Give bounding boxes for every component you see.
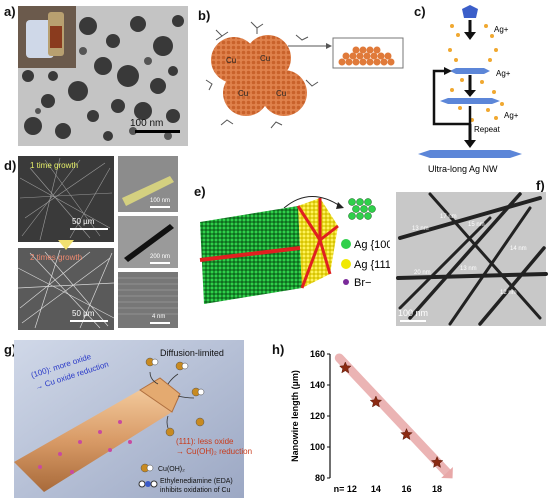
scale-left-top: 50 µm — [72, 217, 95, 226]
data-point-1 — [369, 395, 383, 408]
panel-b: b) — [196, 0, 411, 148]
legend-ag100: Ag {100} — [354, 239, 390, 251]
diameter-3: 15 nm — [468, 222, 485, 228]
legend-ag111: Ag {111} — [354, 259, 390, 271]
diameter-5: 20 nm — [414, 270, 431, 276]
ion-label-3: Ag+ — [504, 111, 519, 120]
diameter-4: 14 nm — [510, 246, 527, 252]
data-point-2 — [400, 427, 413, 441]
panel-g: g) — [0, 332, 270, 503]
scale-bar-label-a: 100 nm — [130, 118, 164, 129]
growth-scheme: Ag+ Ag+ Ag+ Repeat Ultra-long Ag NW — [418, 5, 522, 174]
sem-images: 1 time growth 2 times growth 50 µm 50 µm… — [17, 156, 178, 330]
scale-right-bottom: 4 nm — [152, 314, 165, 320]
cu-particles-diagram: Cu Cu Cu Cu — [205, 21, 404, 129]
panel-c: c) Ag+ Ag+ Ag+ Repeat Ultra-long Ag NW — [412, 0, 550, 178]
panel-e-label: e) — [194, 184, 206, 199]
panel-h: h) 80 100 120 140 160 Nanowire length (µm) n= … — [270, 332, 550, 503]
legend-eda-1: Ethylenediamine (EDA) — [160, 478, 233, 485]
y-tick-label-3: 140 — [310, 380, 325, 390]
legend-br: Br− — [354, 277, 371, 289]
panel-c-label: c) — [414, 4, 426, 19]
x-tick-label-3: 18 — [432, 484, 442, 494]
second-growth-label: 2 times growth — [30, 253, 82, 262]
y-tick-label-2: 120 — [310, 411, 325, 421]
legend-cuoh2: Cu(OH)₂ — [158, 466, 185, 473]
first-growth-label: 1 time growth — [30, 161, 78, 170]
panel-d-label: d) — [4, 158, 17, 173]
face111-text-1: (111): less oxide — [176, 437, 234, 446]
panel-a: a) 100 nm — [0, 0, 190, 148]
y-axis-label: Nanowire length (µm) — [290, 370, 300, 462]
repeat-label: Repeat — [474, 125, 501, 134]
particle-label-cu-4: Cu — [276, 89, 286, 98]
particle-label-cu-2: Cu — [260, 54, 270, 63]
particle-label-cu-3: Cu — [238, 89, 248, 98]
pentagonal-nanowire-model: Ag {100} Ag {111} Br− — [199, 196, 390, 304]
nanowire-length-chart: 80 100 120 140 160 Nanowire length (µm) n= 12 1… — [290, 349, 453, 494]
panel-a-label: a) — [4, 4, 16, 19]
diameter-7: 12 nm — [500, 290, 517, 296]
x-tick-label-0: n= 12 — [334, 484, 357, 494]
diameter-2: 17 nm — [440, 214, 457, 220]
nanoparticle-micrograph — [18, 6, 188, 146]
scale-left-bottom: 50 µm — [72, 309, 95, 318]
particle-label-cu-1: Cu — [226, 56, 236, 65]
scale-right-mid: 200 nm — [150, 254, 170, 260]
result-label: Ultra-long Ag NW — [428, 164, 498, 174]
data-point-0 — [338, 361, 352, 374]
panel-f-label: f) — [536, 178, 545, 193]
scale-bar-label-f: 100 nm — [398, 308, 428, 318]
diameter-6: 13 nm — [460, 266, 477, 272]
face111-text-2: → Cu(OH)₂ reduction — [176, 447, 252, 456]
panel-g-label: g) — [4, 342, 17, 357]
x-tick-label-1: 14 — [371, 484, 381, 494]
y-tick-label-1: 100 — [310, 442, 325, 452]
panel-d: d) 1 time grow — [0, 148, 190, 332]
tem-image-a: 100 nm — [18, 6, 188, 146]
legend-eda-2: inhibits oxidation of Cu — [160, 487, 231, 494]
panel-e: e) Ag {100} Ag {111} Br− — [190, 178, 390, 328]
y-tick-label-0: 80 — [315, 473, 325, 483]
trend-arrow-head — [441, 467, 453, 479]
trend-arrow — [334, 353, 452, 477]
tem-image-f: 13 nm 17 nm 15 nm 14 nm 20 nm 13 nm 12 n… — [396, 192, 548, 326]
scale-right-top: 100 nm — [150, 198, 170, 204]
data-point-3 — [430, 455, 444, 468]
panel-f: f) 13 nm 17 nm 15 nm 14 nm 20 nm 13 nm 1… — [390, 178, 550, 330]
diffusion-limited-text: Diffusion-limited — [160, 348, 224, 358]
ion-label-1: Ag+ — [494, 25, 509, 34]
x-tick-label-2: 16 — [401, 484, 411, 494]
diameter-1: 13 nm — [412, 226, 429, 232]
panel-b-label: b) — [198, 8, 211, 23]
ion-label-2: Ag+ — [496, 69, 511, 78]
growth-mechanism-scheme: Diffusion-limited (100): more oxide → Cu… — [14, 340, 252, 498]
panel-h-label: h) — [272, 342, 285, 357]
y-tick-label-4: 160 — [310, 349, 325, 359]
